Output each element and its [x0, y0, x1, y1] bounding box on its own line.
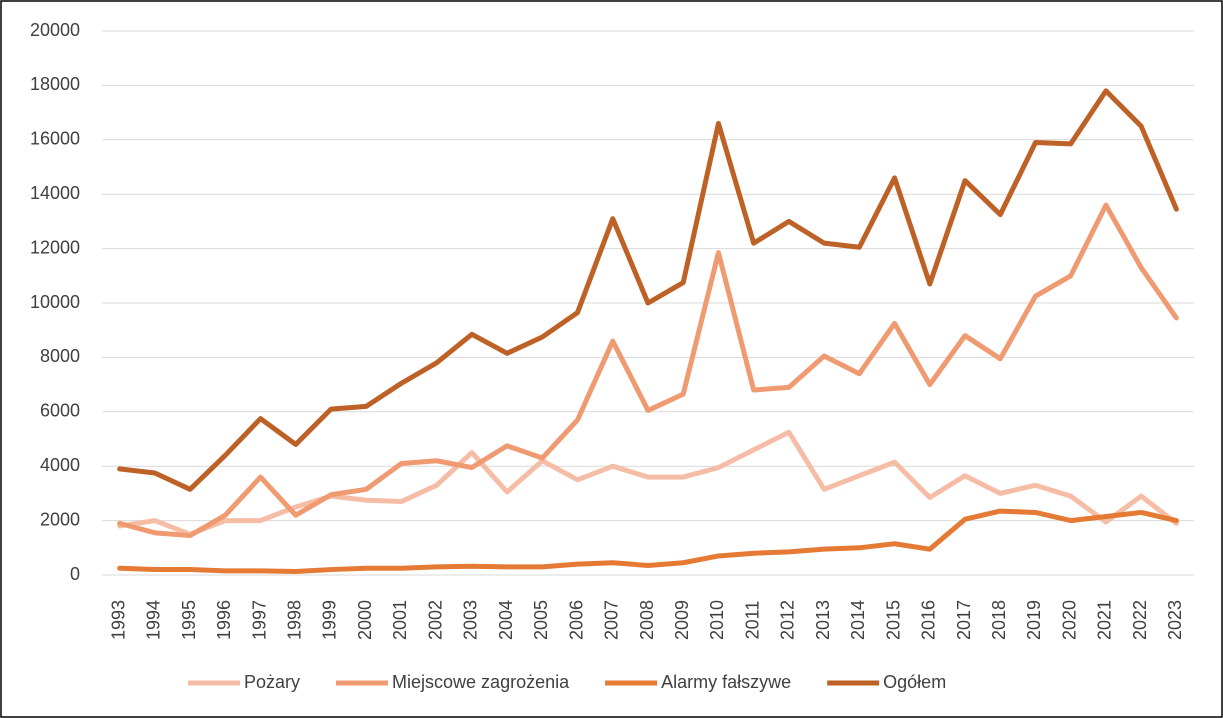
- x-tick-label: 2003: [461, 600, 481, 640]
- series-line: [117, 508, 1179, 574]
- x-tick-label: 2006: [566, 600, 586, 640]
- x-tick-label: 2015: [883, 600, 903, 640]
- x-tick-label: 1999: [320, 600, 340, 640]
- x-tick-label: 2011: [742, 601, 762, 640]
- x-tick-label: 2009: [672, 600, 692, 640]
- legend-label: Pożary: [244, 672, 300, 692]
- x-tick-label: 2022: [1130, 600, 1150, 640]
- y-tick-label: 2000: [40, 509, 80, 529]
- legend-label: Alarmy fałszywe: [661, 672, 791, 692]
- x-tick-label: 2004: [496, 600, 516, 640]
- x-tick-label: 2005: [531, 600, 551, 640]
- x-tick-label: 2000: [355, 600, 375, 640]
- x-tick-label: 1998: [284, 600, 304, 640]
- legend-label: Miejscowe zagrożenia: [392, 672, 570, 692]
- x-tick-label: 2014: [848, 600, 868, 640]
- legend-label: Ogółem: [883, 672, 946, 692]
- x-tick-label: 1994: [144, 600, 164, 640]
- x-tick-label: 2002: [425, 600, 445, 640]
- x-tick-label: 2019: [1024, 600, 1044, 640]
- y-tick-label: 6000: [40, 401, 80, 421]
- y-tick-label: 4000: [40, 455, 80, 475]
- y-tick-label: 14000: [30, 183, 80, 203]
- x-tick-label: 2008: [637, 600, 657, 640]
- x-tick-label: 2012: [778, 600, 798, 640]
- series-line: [117, 202, 1179, 539]
- x-tick-label: 2001: [390, 600, 410, 640]
- x-tick-label: 2007: [602, 600, 622, 640]
- y-tick-label: 18000: [30, 74, 80, 94]
- y-tick-label: 0: [70, 564, 80, 584]
- x-tick-label: 2013: [813, 600, 833, 640]
- x-tick-label: 2020: [1059, 600, 1079, 640]
- y-tick-label: 20000: [30, 20, 80, 40]
- series-line: [117, 429, 1179, 537]
- y-tick-label: 8000: [40, 346, 80, 366]
- series-line: [117, 88, 1179, 492]
- x-tick-label: 1993: [108, 600, 128, 640]
- x-tick-label: 2010: [707, 600, 727, 640]
- x-tick-label: 2018: [989, 600, 1009, 640]
- x-tick-label: 2023: [1165, 600, 1185, 640]
- y-tick-label: 10000: [30, 292, 80, 312]
- x-tick-label: 1995: [179, 600, 199, 640]
- x-tick-label: 2016: [919, 600, 939, 640]
- x-tick-label: 1997: [249, 600, 269, 640]
- y-tick-label: 12000: [30, 237, 80, 257]
- x-tick-label: 1996: [214, 600, 234, 640]
- y-tick-label: 16000: [30, 129, 80, 149]
- x-tick-label: 2017: [954, 600, 974, 640]
- x-tick-label: 2021: [1095, 600, 1115, 640]
